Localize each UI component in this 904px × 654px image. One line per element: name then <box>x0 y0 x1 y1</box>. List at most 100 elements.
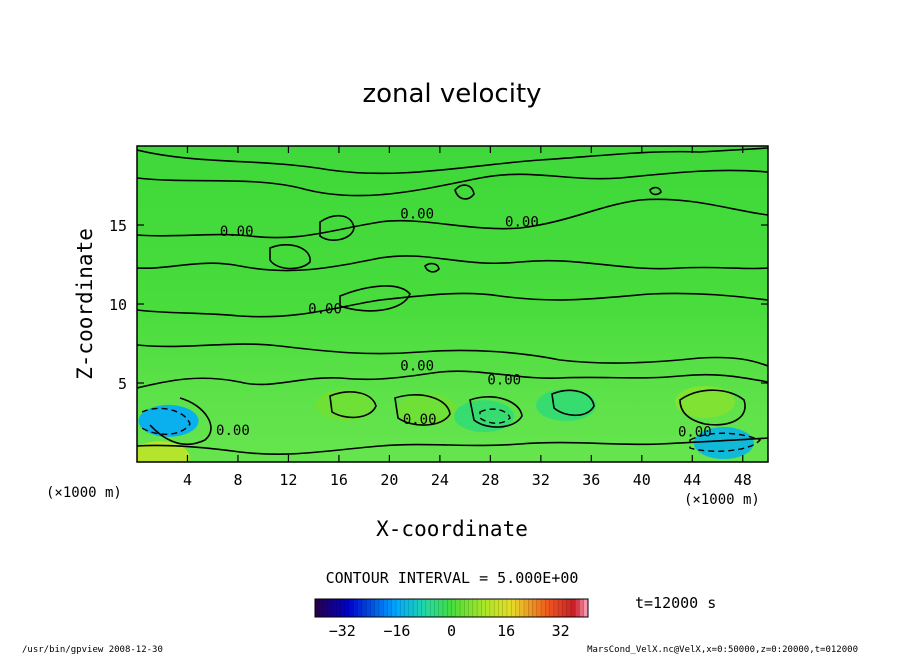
colorbar-cell <box>455 599 461 617</box>
colorbar-cell <box>545 599 551 617</box>
colorbar-cell <box>332 599 337 617</box>
x-tick-label: 8 <box>233 471 242 489</box>
colorbar-tick-label: 16 <box>497 622 515 640</box>
time-label: t=12000 s <box>635 594 716 612</box>
colorbar-frame <box>314 598 589 618</box>
colorbar-cell <box>549 599 555 617</box>
x-tick-label: 4 <box>183 471 192 489</box>
contour-label: 0.00 <box>308 301 342 317</box>
contour-line <box>469 396 523 428</box>
contour-label: 0.00 <box>678 425 712 441</box>
value-region <box>454 400 515 433</box>
colorbar-cell <box>506 599 512 617</box>
x-tick-label: 40 <box>633 471 651 489</box>
value-region <box>536 389 597 422</box>
colorbar-cell <box>340 599 346 617</box>
colorbar-cell <box>361 599 367 617</box>
contour-line <box>329 391 377 419</box>
colorbar-tick-label: 32 <box>552 622 570 640</box>
colorbar-cell <box>387 599 393 617</box>
colorbar-cell <box>511 599 516 617</box>
colorbar-cell <box>460 599 465 617</box>
colorbar-cell <box>498 599 504 617</box>
contour-line <box>137 198 768 239</box>
y-axis-label: Z-coordinate <box>73 228 97 380</box>
colorbar-cell <box>536 599 542 617</box>
colorbar-cell <box>472 599 478 617</box>
x-tick-label: 16 <box>330 471 348 489</box>
colorbar-cell <box>447 599 452 617</box>
colorbar-cell <box>344 599 350 617</box>
contour-line <box>551 389 595 417</box>
colorbar-cell <box>562 599 568 617</box>
contour-line-negative <box>141 407 191 435</box>
contour-line-negative <box>479 408 511 424</box>
contour-line <box>137 169 768 197</box>
colorbar-cell <box>425 599 431 617</box>
colorbar-cell <box>315 599 320 617</box>
y-tick-label: 10 <box>109 296 127 314</box>
colorbar-cell <box>374 599 380 617</box>
chart-title: zonal velocity <box>362 79 541 109</box>
colorbar-cell <box>383 599 388 617</box>
contour-label: 0.00 <box>400 207 434 223</box>
colorbar-cell <box>468 599 474 617</box>
x-tick-label: 20 <box>380 471 398 489</box>
colorbar: −32 −16 0 16 32 <box>314 598 589 640</box>
contour-label: 0.00 <box>487 373 521 389</box>
x-unit-left: (×1000 m) <box>46 485 122 501</box>
colorbar-cell <box>532 599 538 617</box>
x-tick-label: 12 <box>279 471 297 489</box>
colorbar-cell <box>396 599 401 617</box>
colorbar-cell <box>519 599 525 617</box>
x-tick-label: 44 <box>683 471 701 489</box>
colorbar-cell <box>579 599 585 617</box>
colorbar-cell <box>417 599 423 617</box>
colorbar-tick-label: 0 <box>447 622 456 640</box>
footer-left: /usr/bin/gpview 2008-12-30 <box>22 645 163 654</box>
colorbar-cell <box>451 599 457 617</box>
colorbar-cell <box>400 599 405 617</box>
contour-line <box>149 397 212 446</box>
colorbar-cell <box>391 599 397 617</box>
contour-line <box>137 292 768 318</box>
contour-label: 0.00 <box>400 358 434 374</box>
contour-label: 0.00 <box>403 412 437 428</box>
colorbar-cell <box>553 599 559 617</box>
contour-line <box>269 244 311 270</box>
y-tick-label: 15 <box>109 217 127 235</box>
colorbar-cell <box>502 599 508 617</box>
colorbar-cell <box>357 599 363 617</box>
x-tick-label: 28 <box>481 471 499 489</box>
plot-area: 0.00 0.00 0.00 0.00 0.00 0.00 0.00 0.00 0.00 4 8 1… <box>109 145 769 489</box>
x-unit-right: (×1000 m) <box>684 492 760 508</box>
colorbar-cell <box>336 599 341 617</box>
colorbar-cell <box>434 599 440 617</box>
contour-line <box>319 215 355 241</box>
x-tick-label: 36 <box>582 471 600 489</box>
colorbar-cell <box>566 599 572 617</box>
colorbar-cell <box>404 599 410 617</box>
colorbar-cell <box>421 599 427 617</box>
colorbar-cell <box>413 599 418 617</box>
contour-line <box>339 285 411 312</box>
contour-interval-label: CONTOUR INTERVAL = 5.000E+00 <box>326 569 579 587</box>
contour-label: 0.00 <box>220 224 254 240</box>
contour-line <box>679 389 746 426</box>
colorbar-cell <box>370 599 376 617</box>
contour-line <box>137 370 768 389</box>
contour-label: 0.00 <box>505 215 539 231</box>
contour-label: 0.00 <box>216 423 250 439</box>
colorbar-cell <box>442 599 448 617</box>
contour-line <box>137 437 768 455</box>
colorbar-cell <box>570 599 576 617</box>
colorbar-cell <box>485 599 491 617</box>
colorbar-cell <box>438 599 444 617</box>
colorbar-cell <box>515 599 521 617</box>
colorbar-cell <box>489 599 495 617</box>
x-axis-label: X-coordinate <box>376 517 528 541</box>
contour-line <box>137 147 768 175</box>
colorbar-cell <box>494 599 499 617</box>
colorbar-cell <box>349 599 354 617</box>
